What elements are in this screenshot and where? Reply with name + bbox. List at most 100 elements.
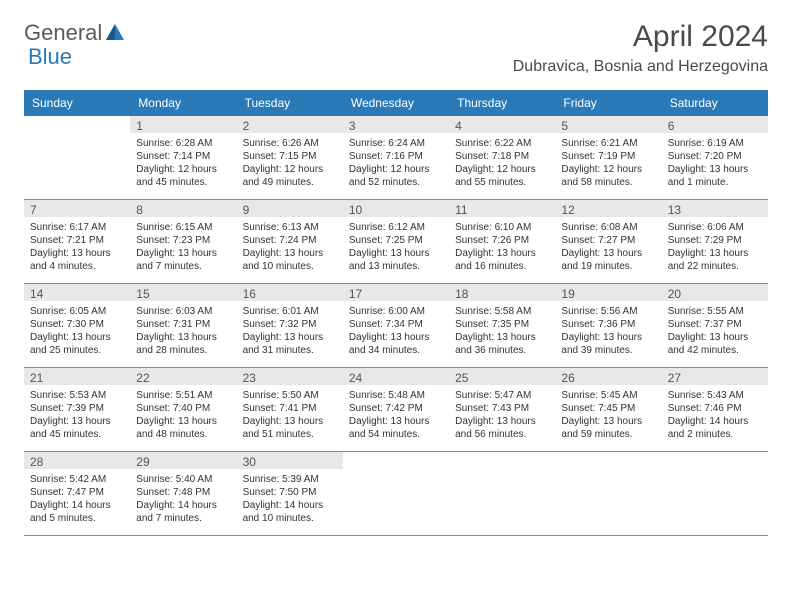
day-number-cell: 16 [237,284,343,302]
day-cell: Sunrise: 6:15 AMSunset: 7:23 PMDaylight:… [130,217,236,284]
day-number-cell: 29 [130,452,236,470]
daylight-line: Daylight: 13 hours and 51 minutes. [243,415,337,441]
sunset-line: Sunset: 7:16 PM [349,150,443,163]
day-header-row: SundayMondayTuesdayWednesdayThursdayFrid… [24,90,768,116]
daylight-line: Daylight: 13 hours and 7 minutes. [136,247,230,273]
day-header-sunday: Sunday [24,90,130,116]
day-cell [555,469,661,536]
day-number-cell: 6 [662,116,768,133]
daylight-line: Daylight: 13 hours and 28 minutes. [136,331,230,357]
sunrise-line: Sunrise: 6:12 AM [349,221,443,234]
sunrise-line: Sunrise: 5:55 AM [668,305,762,318]
day-number-cell: 30 [237,452,343,470]
day-number-cell: 18 [449,284,555,302]
day-cell: Sunrise: 5:39 AMSunset: 7:50 PMDaylight:… [237,469,343,536]
sunset-line: Sunset: 7:14 PM [136,150,230,163]
day-number-cell [449,452,555,470]
sunset-line: Sunset: 7:48 PM [136,486,230,499]
day-cell: Sunrise: 5:48 AMSunset: 7:42 PMDaylight:… [343,385,449,452]
sunset-line: Sunset: 7:23 PM [136,234,230,247]
day-cell: Sunrise: 5:43 AMSunset: 7:46 PMDaylight:… [662,385,768,452]
sunset-line: Sunset: 7:30 PM [30,318,124,331]
week-1-numbers: 78910111213 [24,200,768,218]
day-number-cell: 5 [555,116,661,133]
logo-text-general: General [24,20,102,46]
daylight-line: Daylight: 12 hours and 45 minutes. [136,163,230,189]
daylight-line: Daylight: 13 hours and 54 minutes. [349,415,443,441]
week-0: Sunrise: 6:28 AMSunset: 7:14 PMDaylight:… [24,133,768,200]
daylight-line: Daylight: 13 hours and 22 minutes. [668,247,762,273]
day-cell: Sunrise: 5:50 AMSunset: 7:41 PMDaylight:… [237,385,343,452]
week-2-numbers: 14151617181920 [24,284,768,302]
daylight-line: Daylight: 13 hours and 1 minute. [668,163,762,189]
daylight-line: Daylight: 12 hours and 52 minutes. [349,163,443,189]
sunset-line: Sunset: 7:25 PM [349,234,443,247]
day-cell: Sunrise: 6:26 AMSunset: 7:15 PMDaylight:… [237,133,343,200]
day-cell: Sunrise: 6:24 AMSunset: 7:16 PMDaylight:… [343,133,449,200]
sunset-line: Sunset: 7:36 PM [561,318,655,331]
logo-blue-wrap: Blue [28,44,72,70]
sunset-line: Sunset: 7:40 PM [136,402,230,415]
day-cell: Sunrise: 6:05 AMSunset: 7:30 PMDaylight:… [24,301,130,368]
sunset-line: Sunset: 7:20 PM [668,150,762,163]
logo: General [24,20,128,46]
daylight-line: Daylight: 13 hours and 10 minutes. [243,247,337,273]
day-cell [24,133,130,200]
sunrise-line: Sunrise: 5:47 AM [455,389,549,402]
day-cell: Sunrise: 5:55 AMSunset: 7:37 PMDaylight:… [662,301,768,368]
sunrise-line: Sunrise: 5:51 AM [136,389,230,402]
sunrise-line: Sunrise: 6:28 AM [136,137,230,150]
day-cell: Sunrise: 6:19 AMSunset: 7:20 PMDaylight:… [662,133,768,200]
day-cell: Sunrise: 5:42 AMSunset: 7:47 PMDaylight:… [24,469,130,536]
logo-icon [106,22,126,45]
daylight-line: Daylight: 12 hours and 55 minutes. [455,163,549,189]
day-cell: Sunrise: 6:01 AMSunset: 7:32 PMDaylight:… [237,301,343,368]
header: General April 2024 Dubravica, Bosnia and… [24,20,768,76]
sunset-line: Sunset: 7:46 PM [668,402,762,415]
daylight-line: Daylight: 12 hours and 49 minutes. [243,163,337,189]
sunrise-line: Sunrise: 6:26 AM [243,137,337,150]
day-number-cell: 11 [449,200,555,218]
daylight-line: Daylight: 13 hours and 56 minutes. [455,415,549,441]
calendar-table: SundayMondayTuesdayWednesdayThursdayFrid… [24,90,768,536]
sunset-line: Sunset: 7:24 PM [243,234,337,247]
sunset-line: Sunset: 7:43 PM [455,402,549,415]
sunrise-line: Sunrise: 5:39 AM [243,473,337,486]
daylight-line: Daylight: 13 hours and 34 minutes. [349,331,443,357]
day-cell: Sunrise: 6:10 AMSunset: 7:26 PMDaylight:… [449,217,555,284]
sunset-line: Sunset: 7:27 PM [561,234,655,247]
day-number-cell: 7 [24,200,130,218]
sunset-line: Sunset: 7:41 PM [243,402,337,415]
sunrise-line: Sunrise: 6:08 AM [561,221,655,234]
daylight-line: Daylight: 13 hours and 48 minutes. [136,415,230,441]
day-cell [662,469,768,536]
day-number-cell: 23 [237,368,343,386]
sunrise-line: Sunrise: 5:42 AM [30,473,124,486]
sunrise-line: Sunrise: 5:45 AM [561,389,655,402]
header-right: April 2024 Dubravica, Bosnia and Herzego… [513,20,768,76]
day-number-cell: 9 [237,200,343,218]
day-cell: Sunrise: 5:45 AMSunset: 7:45 PMDaylight:… [555,385,661,452]
sunset-line: Sunset: 7:31 PM [136,318,230,331]
day-cell: Sunrise: 6:13 AMSunset: 7:24 PMDaylight:… [237,217,343,284]
sunset-line: Sunset: 7:37 PM [668,318,762,331]
sunrise-line: Sunrise: 6:21 AM [561,137,655,150]
sunset-line: Sunset: 7:15 PM [243,150,337,163]
day-number-cell: 22 [130,368,236,386]
daylight-line: Daylight: 14 hours and 10 minutes. [243,499,337,525]
day-cell: Sunrise: 6:21 AMSunset: 7:19 PMDaylight:… [555,133,661,200]
week-0-numbers: 123456 [24,116,768,133]
sunrise-line: Sunrise: 6:15 AM [136,221,230,234]
month-title: April 2024 [513,20,768,54]
week-4: Sunrise: 5:42 AMSunset: 7:47 PMDaylight:… [24,469,768,536]
day-cell: Sunrise: 6:22 AMSunset: 7:18 PMDaylight:… [449,133,555,200]
sunset-line: Sunset: 7:42 PM [349,402,443,415]
day-number-cell [24,116,130,133]
day-number-cell: 19 [555,284,661,302]
sunrise-line: Sunrise: 6:24 AM [349,137,443,150]
sunset-line: Sunset: 7:34 PM [349,318,443,331]
day-number-cell [343,452,449,470]
day-cell [449,469,555,536]
sunrise-line: Sunrise: 5:43 AM [668,389,762,402]
day-number-cell [555,452,661,470]
